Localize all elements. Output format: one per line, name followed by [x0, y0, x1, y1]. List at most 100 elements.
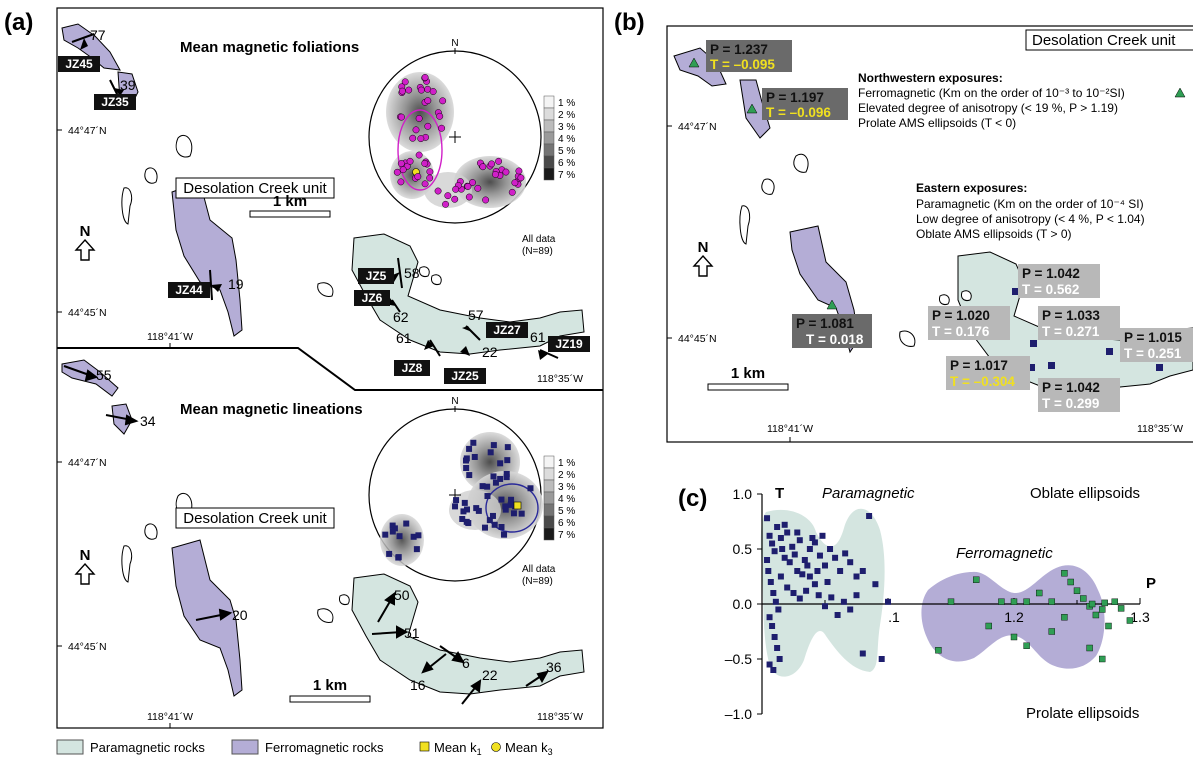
- b-nw-line3: Prolate AMS ellipsoids (T < 0): [858, 116, 1016, 130]
- c-point-ferromagnetic: [1061, 570, 1068, 577]
- stereonet-point: [461, 499, 468, 506]
- lineation-net-north: N: [451, 396, 458, 407]
- c-point-paramagnetic: [834, 612, 841, 618]
- c-point-ferromagnetic: [1010, 633, 1018, 641]
- c-point-paramagnetic: [771, 634, 778, 640]
- lat-label-bottom2: 44°45´N: [68, 641, 107, 653]
- stereonet-point: [439, 97, 447, 105]
- b-lat2: 44°45´N: [678, 333, 717, 345]
- stereonet-point: [421, 180, 429, 188]
- stereonet-point: [393, 168, 401, 176]
- stereonet-point: [492, 170, 499, 178]
- density-swatch: [543, 143, 555, 157]
- lon-label-top2: 118°35´W: [537, 373, 583, 385]
- north-label-bottom: N: [80, 547, 91, 564]
- c-point-paramagnetic: [872, 581, 879, 588]
- stereonet-point: [382, 531, 389, 538]
- c-point-paramagnetic: [790, 590, 797, 596]
- stereonet-point: [398, 87, 406, 95]
- scale-label-bottom: 1 km: [313, 677, 347, 694]
- b-p-4: P = 1.020: [932, 308, 990, 323]
- unit-label-top: Desolation Creek unit: [183, 180, 327, 197]
- stereonet-point: [405, 86, 413, 94]
- plunge-8: 36: [546, 659, 562, 675]
- density-swatch: [543, 107, 555, 121]
- stereonet-point: [414, 173, 422, 181]
- c-point-paramagnetic: [766, 614, 773, 621]
- stereonet-point: [502, 506, 509, 513]
- c-point-paramagnetic: [794, 568, 801, 574]
- b-outcrop-s4: [899, 330, 916, 347]
- b-e-line1: Paramagnetic (Km on the order of 10⁻⁴ SI…: [916, 197, 1144, 211]
- stereonet-point: [470, 439, 477, 446]
- panel-a-bottom-map: Mean magnetic lineations Desolation Cree…: [57, 359, 585, 728]
- ferro-outcrop-central: [171, 181, 243, 337]
- stereonet-point: [508, 188, 516, 196]
- c-point-paramagnetic: [789, 543, 796, 550]
- stereonet-point: [510, 510, 517, 517]
- c-point-paramagnetic: [827, 546, 834, 552]
- stereonet-point: [481, 524, 488, 531]
- c-point-paramagnetic: [777, 573, 784, 580]
- plunge-3: 50: [394, 587, 410, 603]
- stereonet-point: [515, 167, 523, 175]
- c-point-paramagnetic: [806, 546, 813, 552]
- stereonet-point: [466, 445, 473, 452]
- density-label: 5 %: [558, 506, 575, 517]
- legend-ferro-swatch: [231, 739, 259, 755]
- c-point-paramagnetic: [774, 645, 781, 651]
- outcrop-small6: [431, 274, 442, 285]
- outcrop-small3: [121, 187, 133, 225]
- b-p-0: P = 1.237: [710, 42, 768, 57]
- legend-k1-icon: [419, 741, 430, 752]
- dip-4: 62: [393, 309, 409, 325]
- site-JZ6: JZ6: [362, 291, 383, 305]
- b-t-5: T = 0.271: [1042, 324, 1100, 339]
- c-point-paramagnetic: [796, 595, 803, 602]
- stereonet-point: [438, 124, 446, 132]
- legend-para-swatch: [56, 739, 84, 755]
- foliations-title: Mean magnetic foliations: [180, 39, 359, 56]
- stereonet-point: [424, 122, 432, 130]
- stereonet-point: [474, 184, 482, 192]
- stereonet-point: [397, 160, 405, 168]
- c-point-ferromagnetic: [998, 598, 1005, 605]
- unit-box-bottom: [175, 507, 335, 529]
- c-point-ferromagnetic: [947, 598, 955, 605]
- c-ytick-label: 0.5: [733, 541, 753, 557]
- stereonet-point: [471, 453, 478, 460]
- plunge-5: 6: [462, 655, 470, 671]
- foliation-stereonet: N All data (N=89): [368, 38, 556, 257]
- stereonet-point: [511, 179, 519, 187]
- lineation-stereonet: N All data (N=89): [368, 396, 556, 587]
- para-field: [760, 508, 885, 677]
- b-t-3: T = 0.562: [1022, 282, 1079, 297]
- c-point-ferromagnetic: [1073, 587, 1081, 594]
- foliation-caption1: All data: [522, 234, 556, 245]
- c-point-ferromagnetic: [1048, 598, 1056, 605]
- dip-0: 77: [90, 27, 106, 43]
- stereonet-point: [486, 517, 493, 524]
- b-p-7: P = 1.017: [950, 358, 1008, 373]
- b-t-2: T = 0.018: [806, 332, 864, 347]
- dip-3: 58: [404, 265, 420, 281]
- legend-ferro: Ferromagnetic rocks: [265, 740, 384, 755]
- stereonet-point: [452, 185, 460, 193]
- stereonet-point: [415, 151, 423, 159]
- outcrop-small5-b: [339, 594, 350, 605]
- stereonet-point: [415, 532, 422, 539]
- c-point-ferromagnetic: [1101, 599, 1108, 607]
- stereonet-point: [517, 174, 525, 182]
- stereonet-point: [469, 179, 476, 186]
- b-t-0: T = –0.095: [710, 57, 775, 72]
- c-point-paramagnetic: [767, 579, 774, 585]
- panel-b-map: Desolation Creek unit P = 1.237 T = –0.0…: [667, 29, 1193, 442]
- stereonet-point: [495, 157, 503, 165]
- c-point-paramagnetic: [859, 650, 866, 657]
- unit-label-b: Desolation Creek unit: [1032, 32, 1176, 49]
- c-point-ferromagnetic: [1098, 655, 1106, 663]
- lat-label-top2: 44°45´N: [68, 307, 107, 319]
- dip-7: 22: [482, 344, 498, 360]
- c-point-paramagnetic: [799, 571, 806, 578]
- plunge-0: 55: [96, 367, 112, 383]
